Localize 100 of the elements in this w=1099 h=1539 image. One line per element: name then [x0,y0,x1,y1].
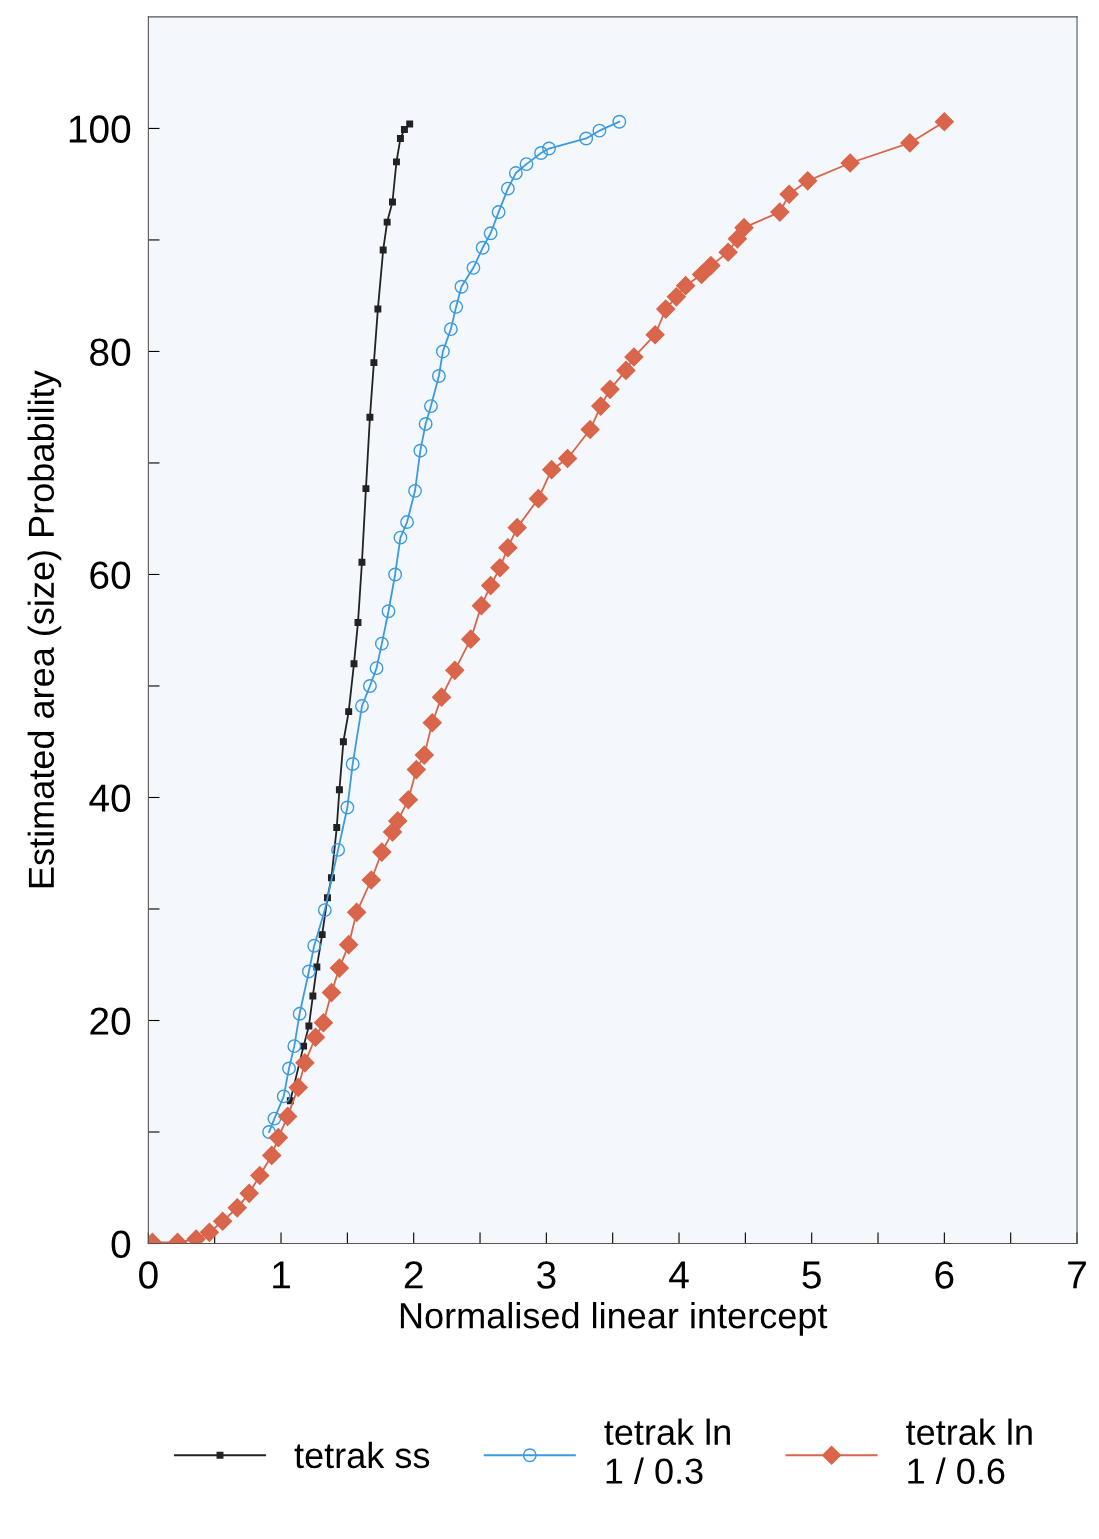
point [300,1042,308,1050]
point [278,1106,298,1126]
point [423,399,438,414]
point [227,1198,247,1218]
point [656,299,676,319]
point [400,515,415,530]
point [580,419,600,440]
point [331,842,346,857]
point [616,360,636,380]
point [840,153,860,173]
point [339,738,347,746]
point [490,558,510,578]
point [400,126,408,134]
x-tick-label: 0 [139,1261,158,1289]
point [701,256,721,276]
point [393,530,408,545]
point [461,629,481,649]
point [287,1039,302,1054]
point [666,287,686,307]
point [779,184,799,204]
point [471,596,491,616]
point [798,171,818,191]
point [339,935,359,955]
x-tick-label: 5 [802,1261,821,1289]
x-tick-label: 7 [1068,1261,1086,1289]
point [508,166,523,180]
point [370,359,378,367]
point [592,123,607,138]
point [262,1145,282,1165]
point [333,824,341,832]
point [388,567,403,582]
point [676,276,696,296]
point [491,205,506,220]
point [398,790,418,810]
legend-label: tetrak ss [294,1441,430,1469]
point [435,344,450,359]
point [432,687,452,707]
point [414,745,434,765]
y-tick-label: 60 [90,561,131,589]
point [379,246,387,254]
point [374,636,389,651]
point [362,485,370,493]
point [355,699,369,713]
point [329,958,349,978]
point [383,218,391,226]
point [406,760,426,780]
y-tick-label: 100 [69,115,131,143]
point [335,786,343,794]
point [534,146,548,160]
point [345,757,360,771]
y-tick-label: 80 [90,338,131,366]
point [481,576,501,596]
point [500,181,515,196]
point [305,1027,326,1047]
point [900,133,920,153]
point [408,483,422,498]
x-tick-label: 4 [669,1261,689,1289]
point [361,870,381,890]
legend-label: tetrak ln 1 / 0.6 [906,1418,1032,1484]
point [382,822,403,842]
point [449,299,464,314]
point [276,1089,291,1104]
point [388,811,408,831]
point [354,618,362,626]
point [692,264,712,285]
point [624,347,644,367]
legend-label: tetrak ln 1 / 0.3 [604,1418,730,1484]
y-tick-label: 20 [90,1007,131,1035]
point [350,660,358,668]
point [347,902,367,922]
point [591,396,611,416]
point [600,379,620,399]
x-tick-label: 2 [404,1261,423,1289]
point [345,708,353,716]
point [318,931,326,939]
point [528,489,548,509]
point [558,448,578,469]
point [443,322,458,337]
point [305,1022,313,1030]
point [358,558,366,566]
point [645,325,665,345]
point [422,713,442,733]
point [309,992,317,1000]
point [295,1053,315,1073]
point [213,1211,233,1231]
point [734,218,754,238]
point [418,416,433,431]
point [268,1128,288,1148]
point [292,1006,307,1021]
point [372,842,392,862]
point [282,1061,296,1076]
point [262,1125,277,1139]
point [301,964,316,979]
point [542,460,562,480]
point [307,938,322,953]
point [199,1222,219,1242]
point [770,202,790,222]
point [388,198,396,206]
point [431,369,446,383]
point [362,679,377,693]
